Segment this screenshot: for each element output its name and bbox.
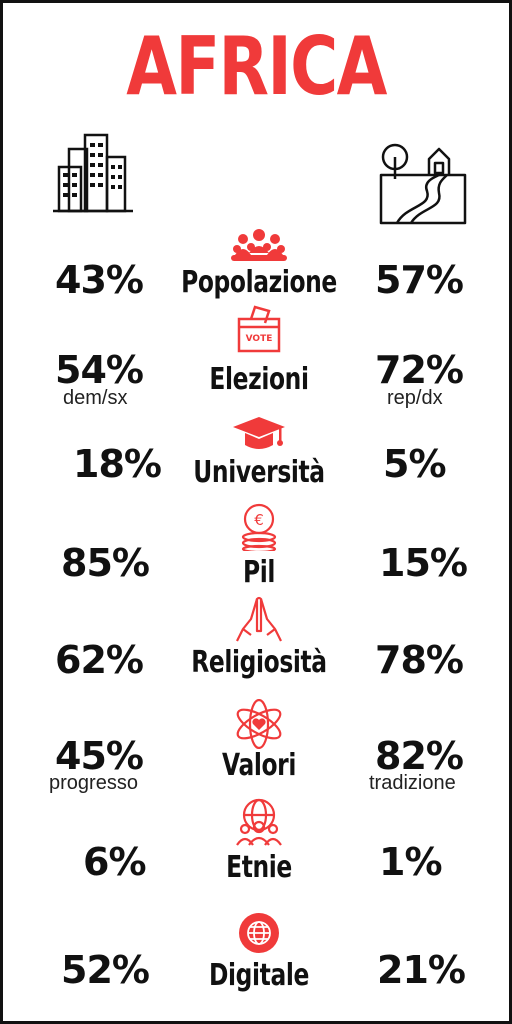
digitale-right-value: 21% xyxy=(377,948,466,992)
religiosita-left-value: 62% xyxy=(55,638,144,682)
popolazione-right-value: 57% xyxy=(375,258,464,302)
universita-left-value: 18% xyxy=(73,442,162,486)
ballot-box-icon: VOTE xyxy=(237,305,281,353)
elezioni-right-value: 72% xyxy=(375,348,464,392)
graduation-cap-icon xyxy=(233,417,285,449)
universita-right-value: 5% xyxy=(383,442,447,486)
valori-left-value: 45% xyxy=(55,734,144,778)
city-buildings-icon xyxy=(53,133,133,213)
popolazione-left-value: 43% xyxy=(55,258,144,302)
elezioni-right-sub: rep/dx xyxy=(387,387,443,409)
valori-label: Valori xyxy=(222,748,296,783)
svg-text:VOTE: VOTE xyxy=(246,334,273,344)
valori-right-value: 82% xyxy=(375,734,464,778)
page-title: AFRICA xyxy=(126,20,387,113)
euro-coins-icon: € xyxy=(241,503,277,551)
digitale-label: Digitale xyxy=(209,958,309,993)
heart-atom-icon xyxy=(236,699,282,749)
crowd-icon xyxy=(231,229,287,261)
etnie-label: Etnie xyxy=(226,850,292,885)
etnie-right-value: 1% xyxy=(379,840,443,884)
pil-left-value: 85% xyxy=(61,541,150,585)
pil-right-value: 15% xyxy=(379,541,468,585)
universita-label: Università xyxy=(193,455,325,490)
valori-right-sub: tradizione xyxy=(369,772,456,794)
elezioni-left-value: 54% xyxy=(55,348,144,392)
digitale-left-value: 52% xyxy=(61,948,150,992)
countryside-road-icon xyxy=(379,143,467,225)
pil-label: Pil xyxy=(242,555,276,590)
elezioni-label: Elezioni xyxy=(209,362,309,397)
etnie-left-value: 6% xyxy=(83,840,147,884)
valori-left-sub: progresso xyxy=(49,772,138,794)
svg-text:€: € xyxy=(254,511,264,529)
elezioni-left-sub: dem/sx xyxy=(63,387,128,409)
religiosita-label: Religiosità xyxy=(191,645,327,680)
religiosita-right-value: 78% xyxy=(375,638,464,682)
praying-hands-icon xyxy=(236,596,282,642)
globe-icon xyxy=(239,913,279,953)
popolazione-label: Popolazione xyxy=(181,265,337,300)
globe-people-icon xyxy=(236,798,282,846)
